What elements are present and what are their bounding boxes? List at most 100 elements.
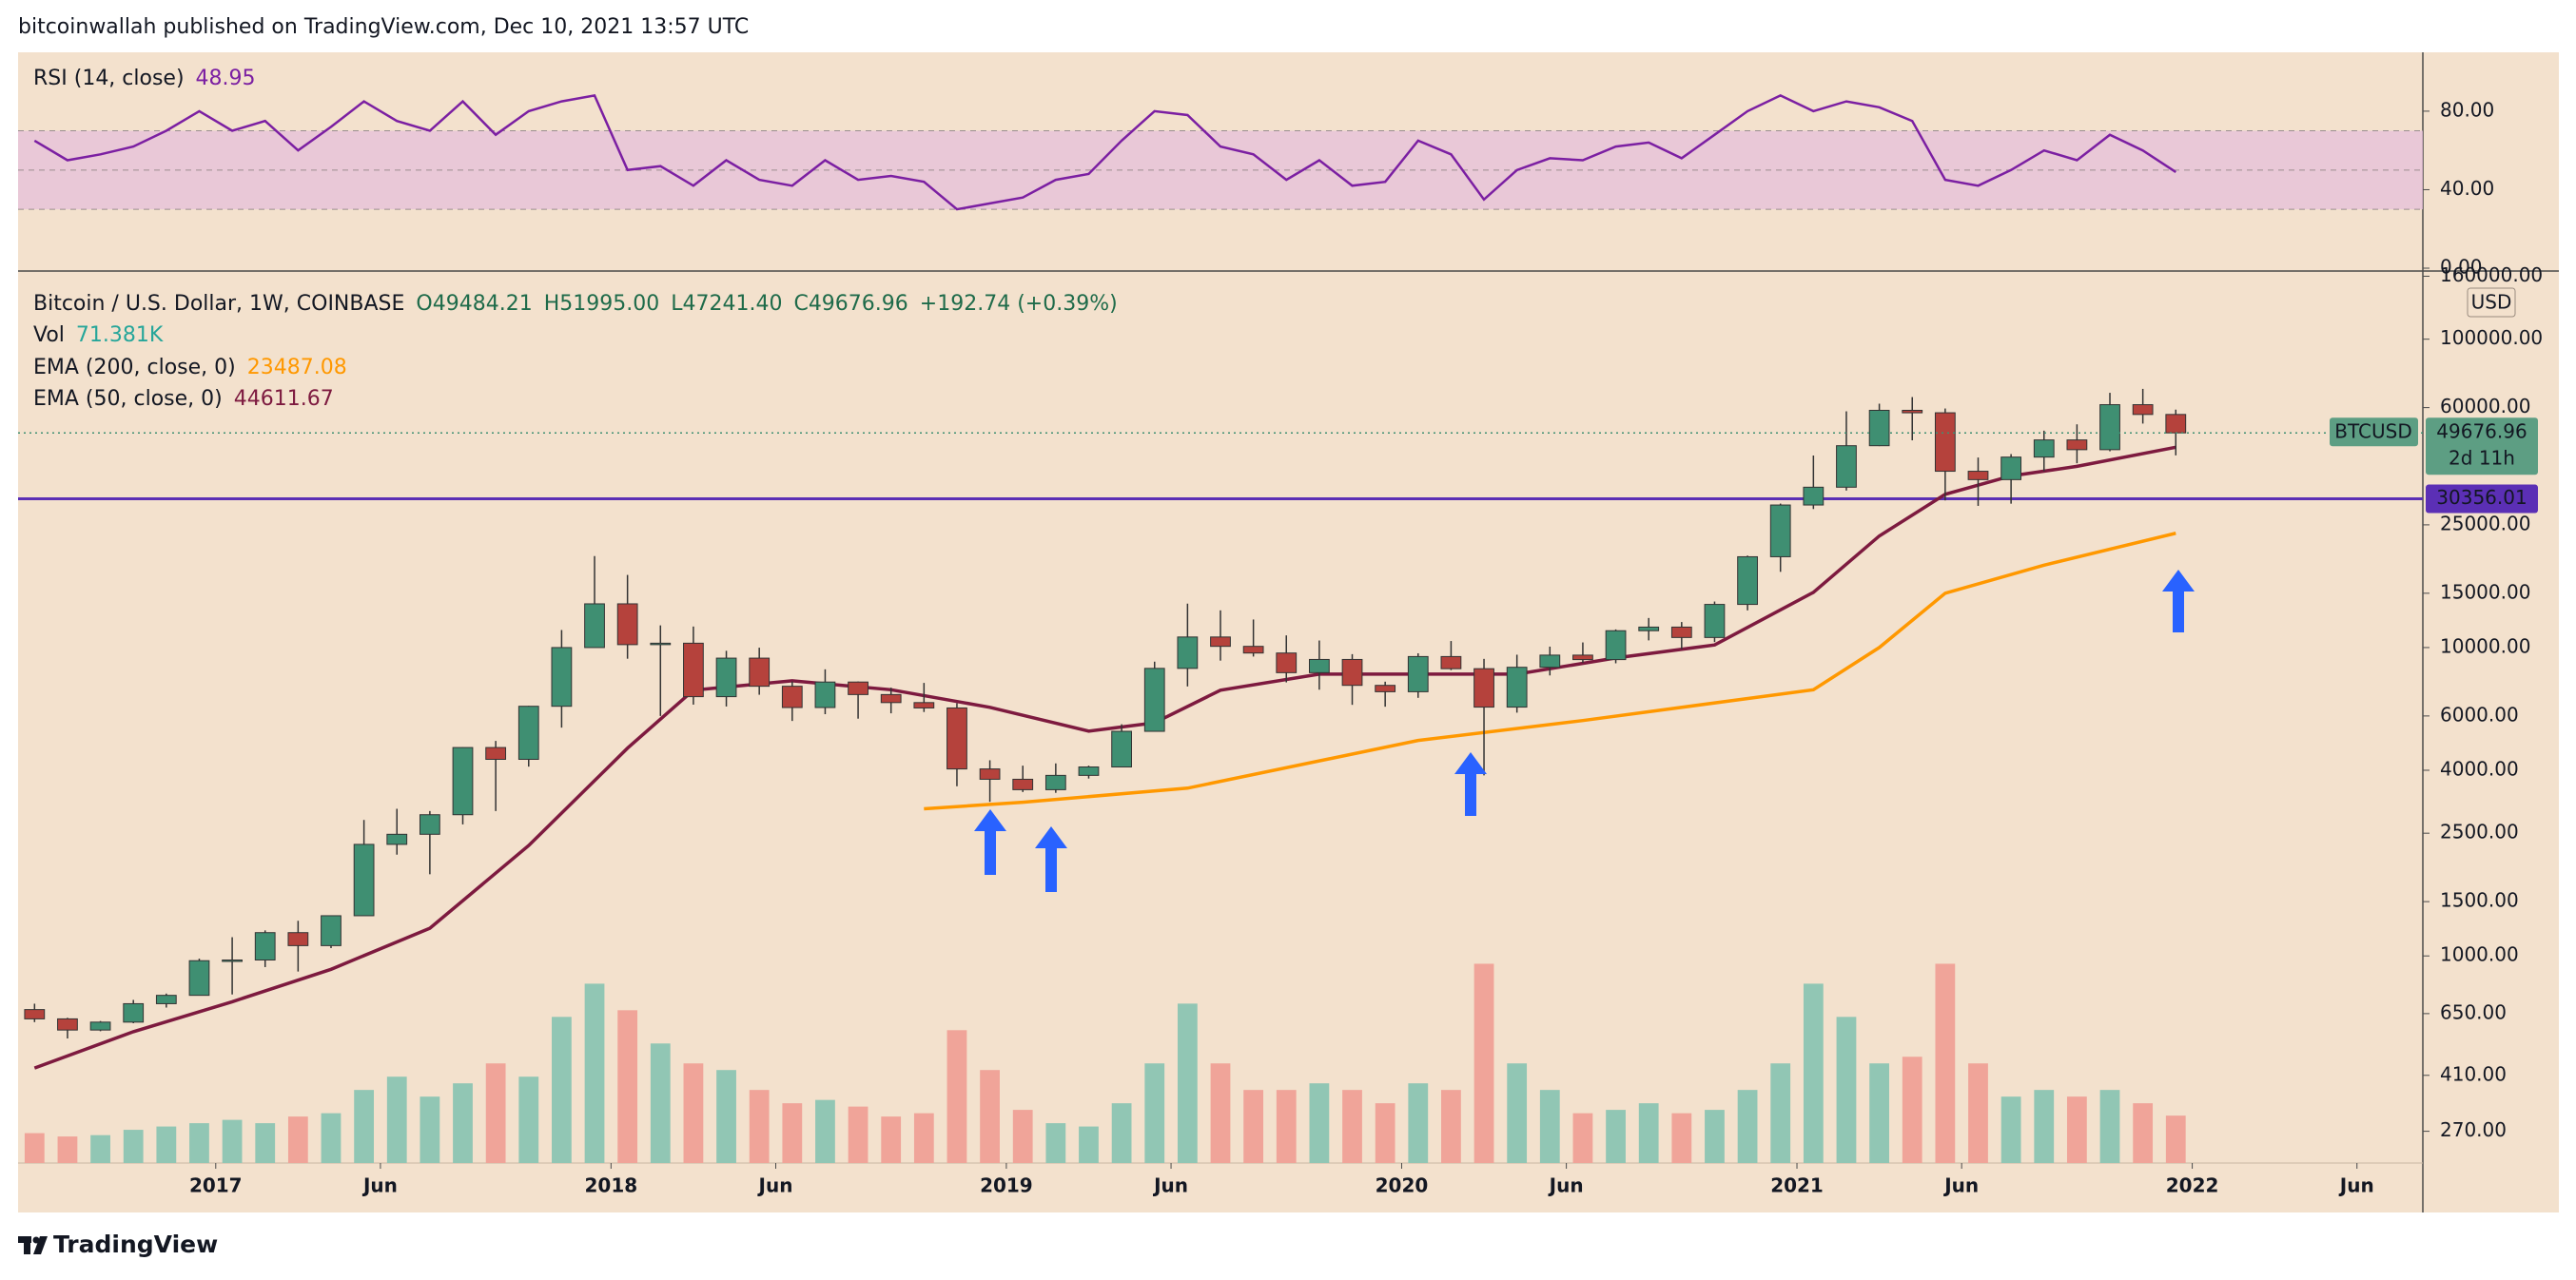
plot-area [18, 93, 2423, 1163]
volume-bar [913, 1113, 934, 1163]
logo-text: TradingView [53, 1231, 218, 1258]
volume-bar [354, 1090, 375, 1163]
candle-body [1836, 445, 1857, 488]
volume-bar [485, 1063, 506, 1163]
volume-bar [1177, 1003, 1198, 1163]
candle-body [1868, 409, 1890, 447]
x-tick-label: 2017 [189, 1174, 243, 1197]
x-tick-label: 2021 [1770, 1174, 1824, 1197]
candle-body [814, 681, 836, 708]
hline-tag [2426, 484, 2538, 514]
volume-bar [716, 1070, 736, 1163]
candle-body [1539, 654, 1561, 669]
candle-body [584, 603, 605, 649]
volume-bar [1210, 1063, 1231, 1163]
volume-bar [57, 1136, 78, 1163]
volume-bar [255, 1123, 276, 1163]
candle-body [1143, 668, 1165, 732]
ema200-value: 23487.08 [247, 356, 347, 379]
candle-body [419, 814, 440, 835]
publisher-title: bitcoinwallah published on TradingView.c… [18, 15, 749, 39]
x-tick-label: Jun [1548, 1174, 1584, 1197]
y-tick-label: 15000.00 [2440, 580, 2530, 603]
ema50-name: EMA (50, close, 0) [33, 387, 223, 411]
candle-body [353, 844, 375, 917]
y-tick-label: 100000.00 [2440, 326, 2543, 349]
y-tick-label: 160000.00 [2440, 263, 2543, 286]
y-tick-label: 6000.00 [2440, 703, 2519, 726]
candle-body [1670, 626, 1692, 638]
volume-bar [1144, 1063, 1165, 1163]
volume-bar [24, 1133, 45, 1163]
x-tick-label: 2020 [1376, 1174, 1429, 1197]
candle-body [2066, 439, 2088, 451]
candle-body [551, 647, 573, 708]
logo-shape [32, 1236, 40, 1244]
candle-body [1572, 654, 1593, 661]
volume-bar [1638, 1103, 1659, 1163]
volume-bar [848, 1106, 868, 1163]
candle-body [848, 681, 868, 695]
x-tick-label: Jun [1152, 1174, 1188, 1197]
logo-shape [24, 1236, 30, 1254]
candle-body [1769, 504, 1791, 557]
ema200-line [924, 531, 2176, 811]
volume-bar [1309, 1083, 1330, 1163]
y-tick-label: 4000.00 [2440, 757, 2519, 780]
volume-bar [1539, 1090, 1560, 1163]
candle-body [1044, 774, 1066, 790]
candle-body [1407, 655, 1429, 692]
candle-body [287, 932, 309, 946]
candle-body [517, 706, 539, 760]
candle-body [1803, 486, 1825, 506]
volume-bar [1869, 1063, 1889, 1163]
y-tick-label: 2500.00 [2440, 821, 2519, 844]
volume-bar [749, 1090, 770, 1163]
volume-bar [1045, 1123, 1066, 1163]
symbol-tag-box [2330, 417, 2418, 447]
candle-body [188, 960, 210, 997]
volume-bar [420, 1096, 440, 1163]
hline-label: 30356.01 [2436, 486, 2527, 509]
logo-shape [33, 1236, 48, 1254]
rsi-tick-label: 40.00 [2440, 177, 2494, 200]
x-tick-label: 2019 [980, 1174, 1033, 1197]
volume-bar [946, 1030, 967, 1163]
x-tick-label: Jun [361, 1174, 398, 1197]
candle-body [2033, 439, 2055, 458]
volume-bar [1473, 963, 1494, 1163]
volume-bar [2165, 1115, 2186, 1163]
volume-bar [1606, 1110, 1626, 1163]
candle-body [1111, 730, 1132, 768]
candle-body [616, 603, 638, 646]
last-price-box [2426, 417, 2538, 475]
candle-body [781, 686, 803, 708]
volume-bar [1441, 1090, 1461, 1163]
arrow [1454, 752, 1487, 816]
candle-body [1242, 646, 1264, 654]
volume-bar [90, 1135, 110, 1163]
candle-body [321, 915, 342, 946]
candle-body [1506, 667, 1528, 708]
rsi-tick-label: 0.00 [2440, 256, 2483, 279]
ema50-value: 44611.67 [234, 387, 334, 411]
high-text: H51995.00 [544, 292, 660, 316]
arrows [974, 570, 2195, 892]
candle-body [1276, 652, 1298, 673]
candle-body [1177, 636, 1199, 669]
logo-mark [18, 1236, 48, 1254]
volume-bar [518, 1076, 539, 1163]
candle-body [1967, 471, 1989, 480]
volume-bar [287, 1116, 308, 1163]
volume-bar [617, 1010, 638, 1163]
volume-bar [1737, 1090, 1758, 1163]
rsi-tick-label: 80.00 [2440, 98, 2494, 121]
volume-bar [1770, 1063, 1791, 1163]
volume-bar [782, 1103, 803, 1163]
candle-body [1375, 685, 1396, 692]
x-tick-label: Jun [2338, 1174, 2374, 1197]
countdown: 2d 11h [2449, 447, 2515, 470]
volume-bar [1671, 1113, 1692, 1163]
volume-bar [881, 1116, 902, 1163]
